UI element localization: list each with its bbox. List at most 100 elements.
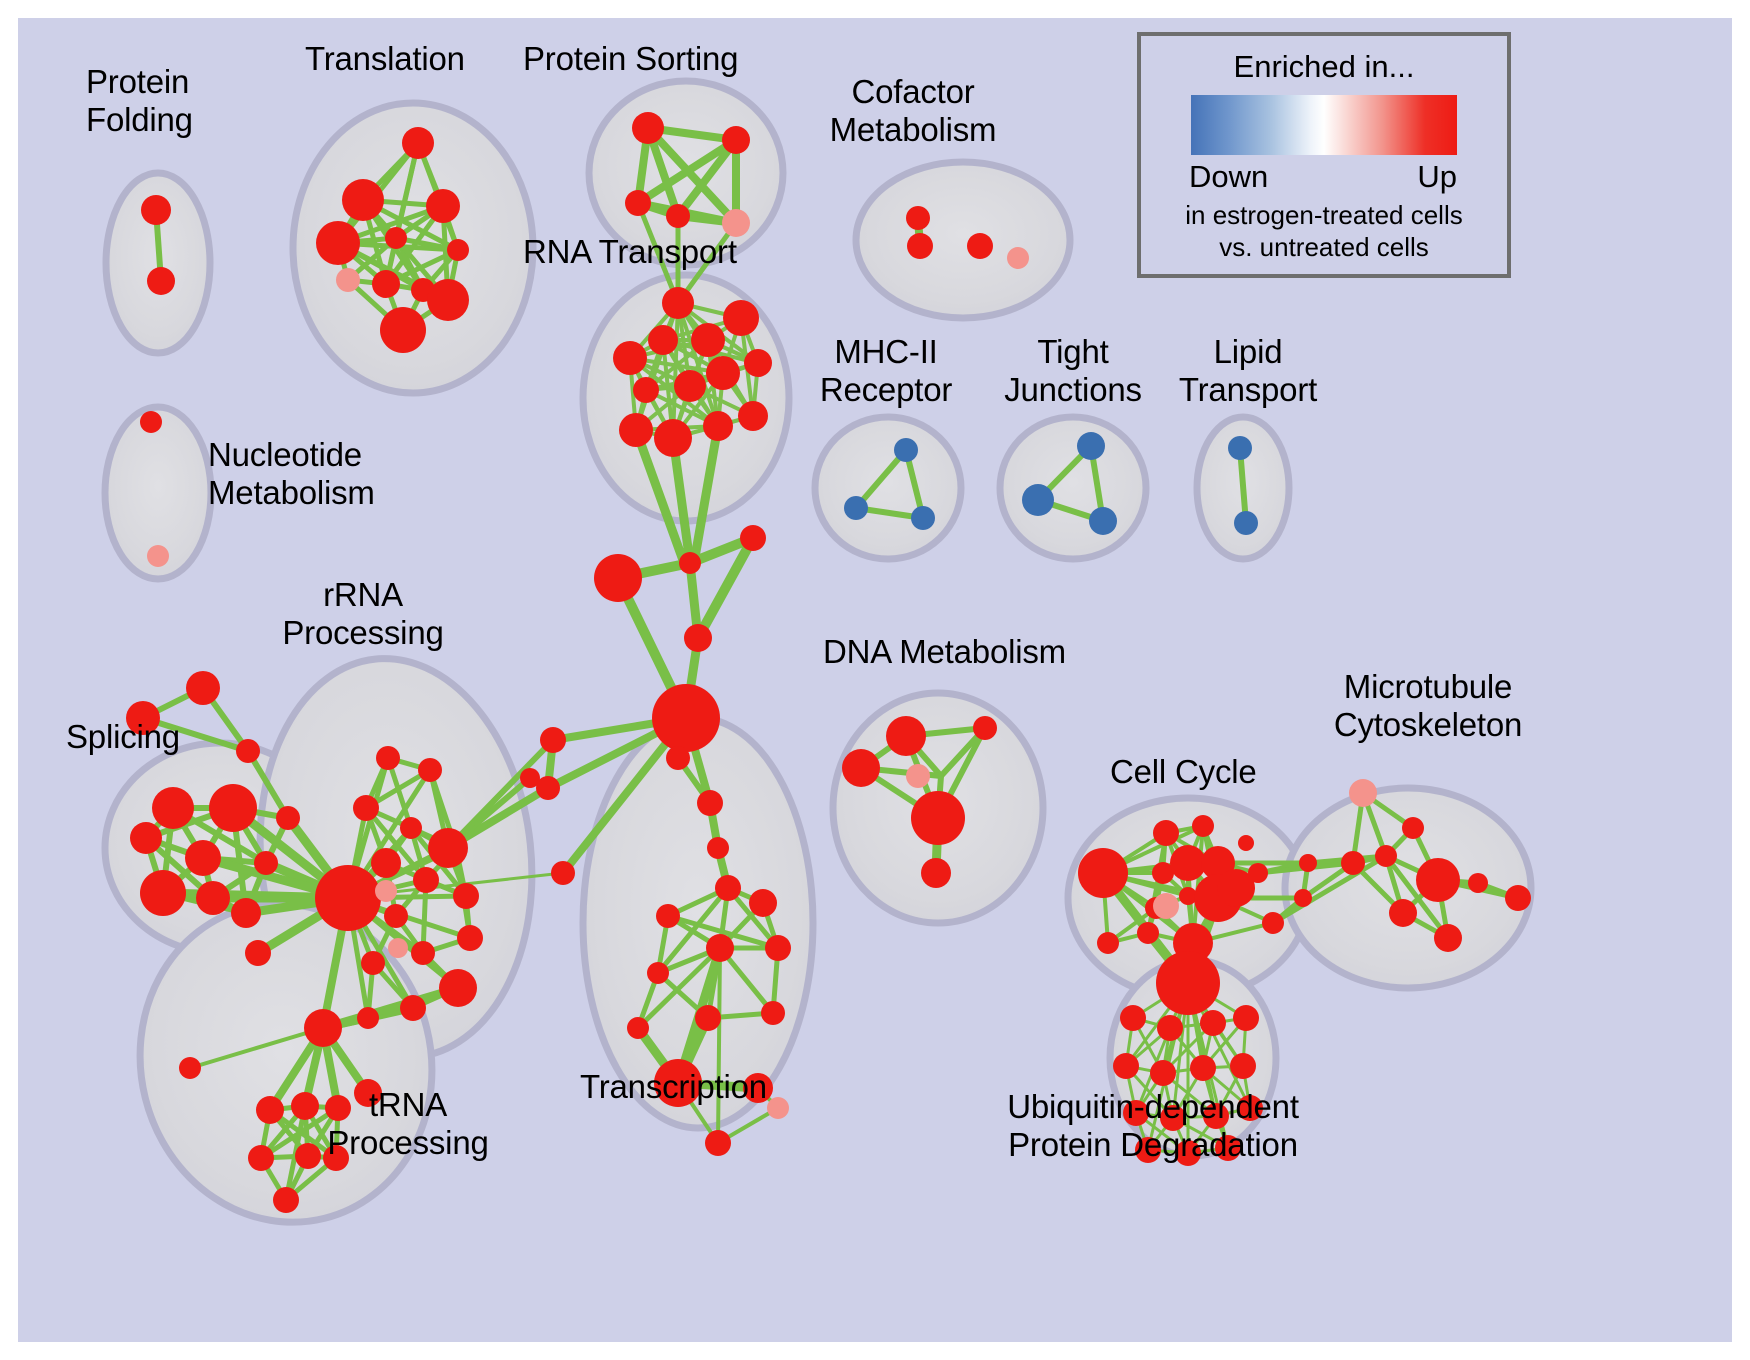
- node-down: [1077, 432, 1105, 460]
- node: [744, 349, 772, 377]
- node: [428, 828, 468, 868]
- network-graph: [101, 77, 1535, 1226]
- cluster-label-mhc-ii-receptor: MHC-II Receptor: [819, 333, 953, 408]
- node-weak: [1153, 893, 1179, 919]
- node: [1137, 922, 1159, 944]
- cluster-label-ubiquitin-degradation: Ubiquitin-dependent Protein Degradation: [1007, 1088, 1299, 1163]
- node: [186, 671, 220, 705]
- node: [1078, 848, 1128, 898]
- network-canvas: Protein Folding Translation Protein Sort…: [18, 18, 1732, 1342]
- node: [743, 1073, 773, 1103]
- node: [273, 1187, 299, 1213]
- hull-tight-junctions: [996, 413, 1150, 563]
- node: [1203, 1103, 1229, 1129]
- node: [1262, 912, 1284, 934]
- network-nodes: [126, 112, 1531, 1213]
- node: [705, 1130, 731, 1156]
- node: [633, 377, 659, 403]
- node: [185, 840, 221, 876]
- node-weak: [1007, 247, 1029, 269]
- cluster-label-rrna-processing: rRNA Processing: [282, 576, 444, 651]
- node-down: [1234, 511, 1258, 535]
- node: [1190, 1055, 1216, 1081]
- legend-subtitle-line1: in estrogen-treated cells: [1185, 200, 1463, 230]
- node: [179, 1057, 201, 1079]
- node: [400, 995, 426, 1021]
- node: [886, 716, 926, 756]
- node: [921, 858, 951, 888]
- node: [706, 356, 740, 390]
- node: [666, 746, 690, 770]
- node: [323, 1145, 349, 1171]
- node: [353, 795, 379, 821]
- node: [342, 179, 384, 221]
- node: [1217, 869, 1255, 907]
- node: [152, 787, 194, 829]
- node: [1156, 951, 1220, 1015]
- cluster-label-trna-processing: tRNA Processing: [327, 1086, 489, 1161]
- node: [627, 1017, 649, 1039]
- cluster-label-lipid-transport: Lipid Transport: [1178, 333, 1318, 408]
- node: [911, 791, 965, 845]
- node: [703, 411, 733, 441]
- node: [691, 323, 725, 357]
- node: [1341, 851, 1365, 875]
- cluster-label-protein-sorting: Protein Sorting: [523, 40, 739, 77]
- node: [1389, 899, 1417, 927]
- node-down: [1228, 436, 1252, 460]
- node: [316, 221, 360, 265]
- node: [413, 867, 439, 893]
- node: [1416, 858, 1460, 902]
- node-weak: [906, 764, 930, 788]
- node: [1120, 1005, 1146, 1031]
- node: [1230, 1053, 1256, 1079]
- cluster-label-cell-cycle: Cell Cycle: [1110, 753, 1257, 790]
- node: [325, 1095, 351, 1121]
- node: [551, 861, 575, 885]
- node: [1201, 846, 1235, 880]
- node: [231, 898, 261, 928]
- node: [540, 727, 566, 753]
- node: [1237, 1095, 1263, 1121]
- node: [715, 875, 741, 901]
- node-down: [844, 496, 868, 520]
- legend-color-gradient: [1191, 95, 1457, 155]
- node: [967, 233, 993, 259]
- node: [594, 554, 642, 602]
- node: [1192, 815, 1214, 837]
- node: [1135, 1137, 1161, 1163]
- node: [520, 768, 540, 788]
- node: [662, 287, 694, 319]
- node: [684, 624, 712, 652]
- node: [1238, 835, 1254, 851]
- node-weak: [336, 268, 360, 292]
- hull-nucleotide: [101, 403, 215, 583]
- node: [376, 746, 400, 770]
- node: [765, 935, 791, 961]
- cluster-label-transcription: Transcription: [580, 1068, 767, 1105]
- node: [973, 716, 997, 740]
- node: [656, 904, 680, 928]
- node-down: [1089, 507, 1117, 535]
- cluster-label-rna-transport: RNA Transport: [523, 233, 737, 270]
- cluster-label-protein-folding: Protein Folding: [86, 63, 193, 138]
- node: [1505, 885, 1531, 911]
- hull-cofactor: [852, 158, 1074, 322]
- node: [354, 1079, 382, 1107]
- node: [304, 1009, 342, 1047]
- node: [357, 1007, 379, 1029]
- legend-down-label: Down: [1189, 159, 1269, 194]
- node: [738, 401, 768, 431]
- node: [453, 883, 479, 909]
- node: [648, 325, 678, 355]
- node: [654, 1059, 702, 1107]
- node: [632, 112, 664, 144]
- node: [1233, 1005, 1259, 1031]
- node: [907, 233, 933, 259]
- node: [291, 1092, 319, 1120]
- node: [196, 881, 230, 915]
- legend-subtitle-line2: vs. untreated cells: [1219, 232, 1429, 262]
- node: [385, 227, 407, 249]
- node: [674, 370, 706, 402]
- node: [1170, 845, 1206, 881]
